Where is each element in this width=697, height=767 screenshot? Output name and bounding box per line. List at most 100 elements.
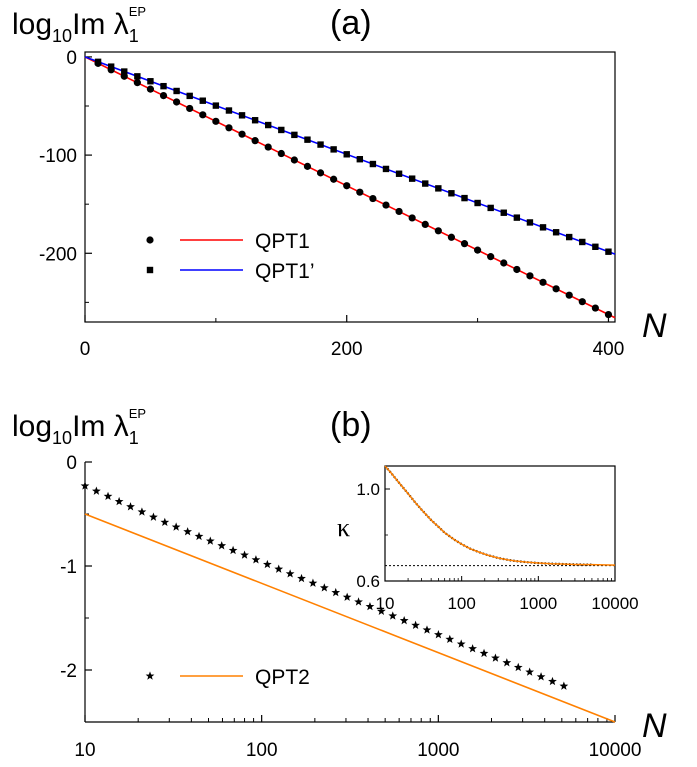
legend-label-qpt2: QPT2 xyxy=(255,666,310,689)
data-point-qpt1 xyxy=(382,201,390,209)
data-point-star xyxy=(331,587,341,597)
data-point-star xyxy=(422,625,432,634)
data-point-star xyxy=(479,648,489,658)
data-point-qpt1 xyxy=(225,124,233,132)
data-point-star xyxy=(376,606,386,615)
data-point-star xyxy=(92,486,101,495)
y-tick-label-b: -1 xyxy=(60,557,77,578)
data-point-qpt1prime xyxy=(317,141,324,148)
data-point-qpt1 xyxy=(591,304,599,312)
data-point-qpt1 xyxy=(500,259,508,267)
data-point-qpt1 xyxy=(330,175,338,183)
data-point-qpt1prime xyxy=(173,87,180,95)
data-point-qpt1 xyxy=(316,169,325,177)
data-point-qpt1 xyxy=(487,253,495,261)
data-point-star xyxy=(205,536,215,545)
data-point-star xyxy=(411,620,420,629)
data-point-star xyxy=(274,564,284,573)
data-point-star xyxy=(365,601,375,611)
inset-x-tick-label: 1000 xyxy=(519,594,557,613)
data-point-qpt1prime xyxy=(395,170,403,177)
data-point-star xyxy=(319,583,329,592)
data-point-star xyxy=(285,569,295,578)
data-point-qpt1 xyxy=(159,91,168,100)
data-point-qpt1 xyxy=(395,207,403,216)
data-point-star xyxy=(434,630,443,639)
data-point-qpt1 xyxy=(369,194,377,203)
panel-label-b: (b) xyxy=(330,406,372,444)
data-point-qpt1prime xyxy=(369,160,377,168)
data-point-star xyxy=(536,672,546,681)
legend-label-1: QPT1’ xyxy=(255,260,315,283)
data-point-qpt1 xyxy=(251,137,259,145)
inset-x-tick-label: 10 xyxy=(376,594,395,613)
data-point-qpt1 xyxy=(186,104,194,113)
legend-marker-star xyxy=(145,671,155,680)
data-point-star xyxy=(228,545,238,555)
x-tick-label-b: 1000 xyxy=(417,740,459,761)
legend-label-0: QPT1 xyxy=(255,230,310,253)
data-point-star xyxy=(342,592,352,601)
data-point-qpt1prime xyxy=(147,78,154,85)
data-point-star xyxy=(388,611,398,620)
data-point-star xyxy=(114,496,124,506)
x-tick-label-a: 200 xyxy=(331,339,363,360)
data-point-qpt1 xyxy=(565,291,573,299)
inset-y-tick-label: 1.0 xyxy=(356,480,380,499)
data-point-qpt1 xyxy=(578,298,586,306)
y-tick-label-a: 0 xyxy=(66,48,77,69)
data-point-qpt1prime xyxy=(212,102,220,109)
data-point-star xyxy=(559,681,569,690)
data-point-qpt1prime xyxy=(474,199,481,207)
data-point-qpt1 xyxy=(473,246,482,254)
data-point-star xyxy=(468,644,477,653)
inset-x-tick-label: 100 xyxy=(447,594,475,613)
inset-y-tick-label: 0.6 xyxy=(356,572,380,591)
panel-label-a: (a) xyxy=(330,4,372,42)
y-tick-label-b: -2 xyxy=(60,661,77,682)
data-point-qpt1 xyxy=(513,265,521,274)
inset-x-tick-label: 10000 xyxy=(591,594,638,613)
data-point-qpt1prime xyxy=(605,248,612,255)
data-point-qpt1prime xyxy=(186,92,193,100)
inset-y-axis-label: κ xyxy=(337,513,350,542)
inset-fit-curve xyxy=(384,465,616,566)
data-point-qpt1prime xyxy=(251,117,259,124)
data-point-qpt1prime xyxy=(225,107,233,114)
data-point-star xyxy=(251,555,261,564)
data-point-star xyxy=(491,653,500,662)
panel-a: log10Im λ1EP (a)N0 200 4000-100-200QPT1QPT1… xyxy=(12,4,667,360)
data-point-star xyxy=(399,616,409,625)
fit-line-qpt1 xyxy=(84,56,616,319)
data-point-star xyxy=(171,522,181,531)
data-point-qpt1 xyxy=(526,272,534,280)
plot-frame-a xyxy=(84,51,616,323)
data-point-qpt1prime xyxy=(526,219,534,226)
data-point-qpt1 xyxy=(447,233,456,241)
data-point-star xyxy=(548,676,557,686)
data-point-qpt1prime xyxy=(422,180,429,187)
y-tick-label-b: 0 xyxy=(66,453,77,474)
data-point-star xyxy=(445,634,455,644)
data-point-qpt1 xyxy=(264,143,272,151)
inset-chart: κ 10 100 1000 10000 1.0 0.6 xyxy=(337,465,639,613)
data-point-qpt1prime xyxy=(448,190,455,197)
data-point-qpt1prime xyxy=(278,126,285,134)
data-point-star xyxy=(149,512,158,521)
fit-line-qpt1prime xyxy=(84,56,616,255)
data-point-star xyxy=(160,517,170,527)
y-axis-label-b: log10Im λ1EP xyxy=(12,406,146,448)
legend-b: QPT2 xyxy=(145,666,310,689)
data-point-qpt1prime xyxy=(565,233,573,241)
data-point-star xyxy=(217,541,227,550)
data-point-star xyxy=(525,667,535,676)
data-point-qpt1prime xyxy=(461,194,468,202)
data-point-qpt1 xyxy=(356,188,364,196)
data-point-qpt1 xyxy=(199,111,207,119)
data-point-qpt1prime xyxy=(330,146,337,153)
y-axis-label-a: log10Im λ1EP xyxy=(12,4,146,46)
data-point-qpt1prime xyxy=(121,68,128,75)
y-tick-label-a: -200 xyxy=(39,244,77,265)
data-point-qpt1prime xyxy=(343,151,350,158)
